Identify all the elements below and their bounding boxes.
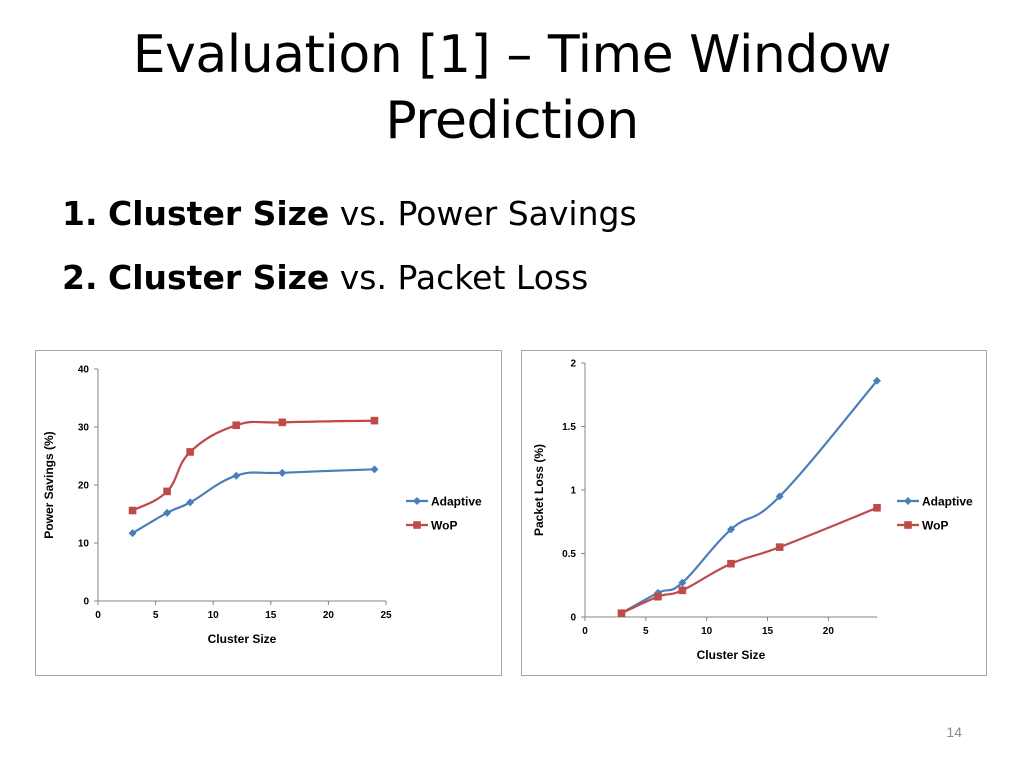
legend-label-wop: WoP xyxy=(922,519,948,533)
packet-loss-chart: 0 0.5 1 1.5 2 0 5 10 15 20 Cluster Size Packet Loss… xyxy=(521,350,987,676)
x-tick-label: 20 xyxy=(823,626,835,637)
x-axis-label: Cluster Size xyxy=(697,648,766,662)
data-point-wop xyxy=(727,559,735,568)
x-tick-label: 20 xyxy=(323,610,335,621)
data-point-wop xyxy=(186,448,194,456)
legend-label-wop: WoP xyxy=(431,519,457,533)
bullet-number: 2. xyxy=(62,258,98,297)
y-tick-label: 2 xyxy=(570,359,576,370)
bullet-number: 1. xyxy=(62,194,98,233)
data-point-adaptive xyxy=(678,578,687,587)
series-line-adaptive xyxy=(132,468,375,535)
legend-marker-adaptive xyxy=(904,497,912,505)
legend-label-adaptive: Adaptive xyxy=(431,495,482,509)
data-point-wop xyxy=(678,586,687,595)
legend-label-adaptive: Adaptive xyxy=(922,495,973,509)
legend-marker-adaptive xyxy=(413,497,421,505)
data-point-adaptive xyxy=(370,465,379,474)
x-tick-label: 5 xyxy=(153,610,159,621)
data-point-adaptive xyxy=(873,376,881,385)
data-point-adaptive xyxy=(186,498,195,507)
bullet-text: vs. Power Savings xyxy=(339,194,637,233)
legend-marker-wop xyxy=(413,521,421,529)
data-point-adaptive xyxy=(278,468,287,477)
data-point-wop xyxy=(775,543,784,551)
data-point-wop xyxy=(163,487,171,496)
data-point-wop xyxy=(232,421,241,430)
x-tick-label: 5 xyxy=(643,626,649,637)
y-tick-label: 20 xyxy=(78,481,90,492)
y-tick-label: 1 xyxy=(570,486,576,497)
power-savings-chart-svg: 0 10 20 30 40 0 5 10 15 20 25 Cluster Size Power Sav… xyxy=(42,365,482,647)
page-number: 14 xyxy=(946,724,962,740)
y-tick-label: 30 xyxy=(78,423,90,434)
y-axis-label: Packet Loss (%) xyxy=(532,444,546,536)
bullet-bold-text: Cluster Size xyxy=(108,258,330,297)
slide-title-line-2: Prediction xyxy=(385,91,639,151)
data-point-wop xyxy=(617,609,626,617)
bullet-item: 1. Cluster Size vs. Power Savings xyxy=(62,190,637,254)
x-tick-label: 10 xyxy=(701,626,713,637)
bullet-item: 2. Cluster Size vs. Packet Loss xyxy=(62,254,637,318)
slide-title-line-1: Evaluation [1] – Time Window xyxy=(132,25,892,85)
y-tick-label: 40 xyxy=(78,365,90,376)
y-tick-label: 0 xyxy=(570,613,576,624)
y-tick-label: 0 xyxy=(83,597,89,608)
data-point-adaptive xyxy=(775,492,784,501)
y-tick-label: 0.5 xyxy=(562,549,576,560)
y-axis-label: Power Savings (%) xyxy=(42,431,56,538)
data-point-wop xyxy=(370,416,379,425)
data-point-adaptive xyxy=(727,525,735,534)
x-tick-label: 25 xyxy=(380,610,392,621)
series-line-wop xyxy=(132,419,375,512)
x-tick-label: 10 xyxy=(208,610,220,621)
bullet-text: vs. Packet Loss xyxy=(339,258,589,297)
data-point-adaptive xyxy=(232,471,241,480)
series-line-adaptive xyxy=(620,380,878,615)
data-point-adaptive xyxy=(163,508,172,517)
x-tick-label: 0 xyxy=(582,626,588,637)
x-tick-label: 0 xyxy=(95,610,101,621)
x-axis-label: Cluster Size xyxy=(208,632,277,646)
data-point-adaptive xyxy=(128,529,137,538)
data-point-wop xyxy=(128,506,137,515)
data-point-wop xyxy=(278,418,287,427)
y-tick-label: 1.5 xyxy=(562,422,576,433)
power-savings-chart: 0 10 20 30 40 0 5 10 15 20 25 Cluster Size Power Sav… xyxy=(35,350,502,676)
x-tick-label: 15 xyxy=(762,626,774,637)
y-tick-label: 10 xyxy=(78,539,90,550)
data-point-wop xyxy=(873,503,881,512)
data-point-wop xyxy=(654,592,662,601)
bullet-list: 1. Cluster Size vs. Power Savings 2. Clu… xyxy=(62,190,637,318)
bullet-bold-text: Cluster Size xyxy=(108,194,330,233)
x-tick-label: 15 xyxy=(265,610,277,621)
legend-marker-wop xyxy=(904,521,912,529)
slide-title: Evaluation [1] – Time Window Prediction xyxy=(0,22,1024,154)
